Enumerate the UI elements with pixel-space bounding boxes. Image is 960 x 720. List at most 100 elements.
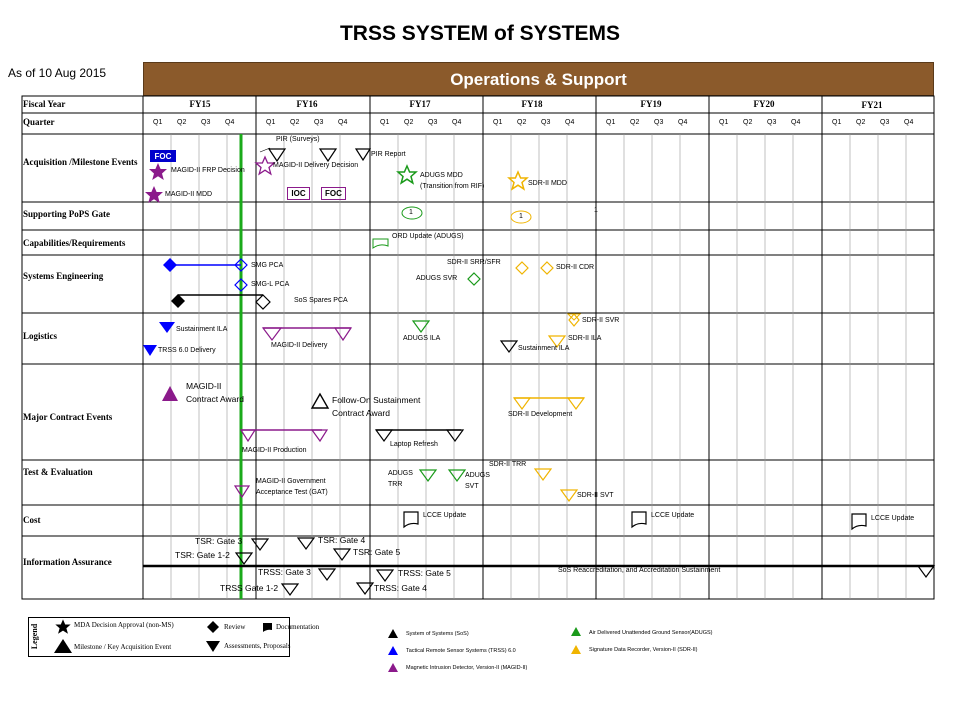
- legend-adugs-triangle-icon: [571, 627, 581, 636]
- trss-gate5-triangle-icon: [377, 570, 393, 581]
- triangle-icon: [312, 430, 327, 441]
- magid-delivery-decision-star-icon: [256, 157, 274, 174]
- adugs-ila-triangle-icon: [413, 321, 429, 332]
- trss-delivery-triangle-icon: [143, 345, 157, 356]
- event-label: MAGID-II Delivery: [271, 342, 327, 349]
- trss-gate12-triangle-icon: [282, 584, 298, 595]
- pir-surveys-triangle-icon: [269, 149, 285, 161]
- event-label: SDR-II SVT: [577, 492, 614, 499]
- event-label: TRSS Gate 1-2: [220, 583, 278, 593]
- gate-number: 1: [519, 213, 523, 220]
- legend-label: Documentation: [276, 623, 319, 631]
- trss-gate4-triangle-icon: [357, 583, 373, 594]
- event-label: SDR-II TRR: [489, 461, 526, 468]
- event-label: TRSS: Gate 3: [258, 567, 311, 577]
- sustainment-ila-triangle-icon: [501, 341, 517, 352]
- event-label: (Transition from RIF): [420, 183, 484, 190]
- event-label: PIR Report: [371, 151, 406, 158]
- event-label: ADUGS: [465, 472, 490, 479]
- event-label: ADUGS MDD: [420, 172, 463, 179]
- legend-title: Legend: [30, 624, 39, 649]
- triangle-icon: [241, 430, 255, 441]
- gate-number: 1: [409, 209, 413, 216]
- event-label: LCCE Update: [423, 512, 466, 519]
- event-label: MAGID-II MDD: [165, 191, 212, 198]
- event-label: SDR-II Development: [508, 411, 572, 418]
- event-label: MAGID-II: [186, 381, 221, 391]
- triangle-icon: [568, 398, 584, 409]
- legend-label: Signature Data Recorder, Version-II (SDR…: [589, 647, 698, 653]
- event-label: TRSS: Gate 4: [374, 583, 427, 593]
- tsr-gate5-triangle-icon: [334, 549, 350, 560]
- pir-report-triangle-icon: [356, 149, 370, 160]
- event-label: TSR: Gate 4: [318, 535, 365, 545]
- magid-frp-star-icon: [149, 163, 167, 180]
- legend-tacrss-triangle-icon: [388, 646, 398, 655]
- legend-label: MDA Decision Approval (non-MS): [74, 621, 174, 629]
- tsr-gate3-triangle-icon: [252, 539, 268, 550]
- lcce-document-icon: [852, 514, 866, 529]
- sdr-cdr-diamond-icon: [541, 262, 553, 274]
- tsr-gate4-triangle-icon: [298, 538, 314, 549]
- event-label: TSR: Gate 5: [353, 547, 400, 557]
- legend-label: Tactical Remote Sensor Systems (TRSS) 6.…: [406, 648, 516, 654]
- event-label: TSR: Gate 3: [195, 536, 242, 546]
- event-label: Sustainment ILA: [176, 326, 227, 333]
- legend-magid-triangle-icon: [388, 663, 398, 672]
- legend-label: Air Delivered Unattended Ground Sensor(A…: [589, 630, 713, 636]
- event-label: ADUGS SVR: [416, 275, 457, 282]
- sdr-svt-triangle-icon: [561, 490, 577, 501]
- diamond-icon: [163, 258, 177, 272]
- event-label: TRR: [388, 481, 402, 488]
- event-label: ORD Update (ADUGS): [392, 233, 464, 240]
- event-label: MAGID-II FRP Decision: [171, 167, 245, 174]
- event-label: TRSS 6.0 Delivery: [158, 347, 216, 354]
- diamond-icon: [171, 294, 185, 308]
- event-label: SDR-II SVR: [582, 317, 619, 324]
- legend-label: Assessments, Proposals: [224, 642, 291, 650]
- adugs-mdd-star-icon: [398, 166, 416, 183]
- event-label: Laptop Refresh: [390, 441, 438, 448]
- event-label: Acceptance Test (GAT): [256, 489, 328, 496]
- sdr-srr-diamond-icon: [516, 262, 528, 274]
- legend-label: Magnetic Intrusion Detector, Version-II …: [406, 665, 527, 671]
- event-label: TSR: Gate 1-2: [175, 550, 230, 560]
- legend-sos-triangle-icon: [388, 629, 398, 638]
- gate-number: 1: [594, 207, 598, 214]
- document-icon: [373, 239, 388, 248]
- sustainment-ila-triangle-icon: [159, 322, 175, 333]
- sdr-mdd-star-icon: [509, 172, 527, 189]
- reaccreditation-triangle-icon: [918, 566, 934, 577]
- adugs-trr-triangle-icon: [420, 470, 436, 481]
- event-label: MAGID-II Government: [256, 478, 326, 485]
- event-label: Contract Award: [332, 408, 390, 418]
- sdr-trr-triangle-icon: [535, 469, 551, 480]
- event-label: Contract Award: [186, 394, 244, 404]
- event-label: SoS Spares PCA: [294, 297, 348, 304]
- foc-badge: FOC: [321, 187, 346, 200]
- follow-on-award-triangle-icon: [312, 394, 328, 408]
- event-label: MAGID-II Delivery Decision: [273, 162, 358, 169]
- event-label: ADUGS: [388, 470, 413, 477]
- legend-label: Milestone / Key Acquisition Event: [74, 643, 171, 651]
- adugs-svr-diamond-icon: [468, 273, 480, 285]
- triangle-icon: [376, 430, 392, 441]
- triangle-icon: [320, 149, 336, 161]
- event-label: LCCE Update: [871, 515, 914, 522]
- sos-spares-diamond-icon: [256, 295, 270, 309]
- ioc-badge: IOC: [287, 187, 310, 200]
- event-label: MAGID-II Production: [242, 447, 307, 454]
- event-label: Follow-On Sustainment: [332, 395, 420, 405]
- adugs-svt-triangle-icon: [449, 470, 465, 481]
- event-label: SDR-II MDD: [528, 180, 567, 187]
- trss-gate3-triangle-icon: [319, 569, 335, 580]
- event-label: SDR-II SRR/SFR: [447, 259, 501, 266]
- event-label: SDR-II ILA: [568, 335, 601, 342]
- triangle-icon: [447, 430, 463, 441]
- legend-label: Review: [224, 623, 245, 631]
- event-label: LCCE Update: [651, 512, 694, 519]
- triangle-icon: [514, 398, 530, 409]
- event-label: ADUGS ILA: [403, 335, 440, 342]
- event-label: Sustainment ILA: [518, 345, 569, 352]
